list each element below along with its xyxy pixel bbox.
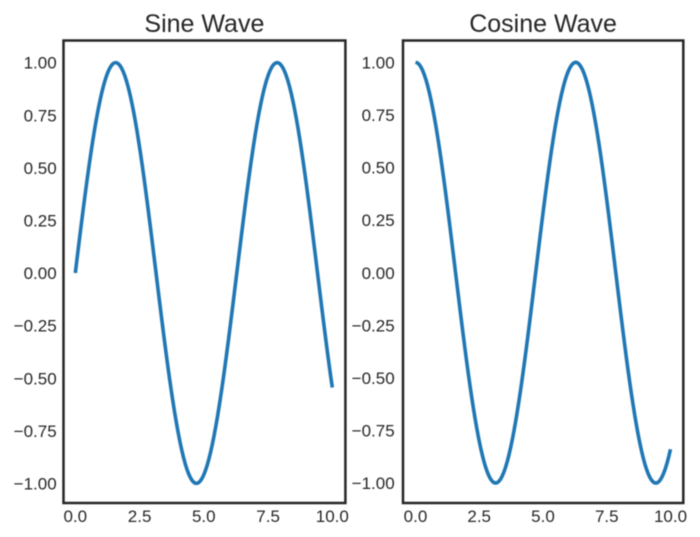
svg-text:7.5: 7.5 xyxy=(595,507,619,526)
svg-text:0.0: 0.0 xyxy=(63,507,87,526)
svg-text:5.0: 5.0 xyxy=(192,507,216,526)
svg-text:−0.75: −0.75 xyxy=(14,422,57,441)
svg-text:Cosine Wave: Cosine Wave xyxy=(469,10,617,38)
svg-text:0.00: 0.00 xyxy=(362,264,395,283)
svg-text:0.75: 0.75 xyxy=(362,106,395,125)
svg-text:−0.75: −0.75 xyxy=(352,422,395,441)
svg-text:1.00: 1.00 xyxy=(362,53,395,72)
svg-text:0.75: 0.75 xyxy=(24,106,57,125)
svg-text:0.50: 0.50 xyxy=(362,159,395,178)
svg-text:10.0: 10.0 xyxy=(316,507,349,526)
svg-text:10.0: 10.0 xyxy=(654,507,687,526)
svg-text:−0.50: −0.50 xyxy=(14,369,57,388)
svg-text:Sine Wave: Sine Wave xyxy=(144,10,264,38)
svg-text:−0.25: −0.25 xyxy=(14,317,57,336)
svg-text:5.0: 5.0 xyxy=(531,507,555,526)
svg-text:0.25: 0.25 xyxy=(24,212,57,231)
svg-text:0.0: 0.0 xyxy=(404,507,428,526)
svg-text:1.00: 1.00 xyxy=(24,54,57,73)
svg-text:7.5: 7.5 xyxy=(256,507,280,526)
svg-text:0.50: 0.50 xyxy=(24,159,57,178)
svg-text:−1.00: −1.00 xyxy=(352,474,395,493)
svg-text:−1.00: −1.00 xyxy=(14,475,57,494)
svg-text:2.5: 2.5 xyxy=(467,507,491,526)
svg-text:0.00: 0.00 xyxy=(24,264,57,283)
svg-text:−0.25: −0.25 xyxy=(352,316,395,335)
svg-text:2.5: 2.5 xyxy=(128,507,152,526)
svg-text:0.25: 0.25 xyxy=(362,211,395,230)
svg-text:−0.50: −0.50 xyxy=(352,369,395,388)
